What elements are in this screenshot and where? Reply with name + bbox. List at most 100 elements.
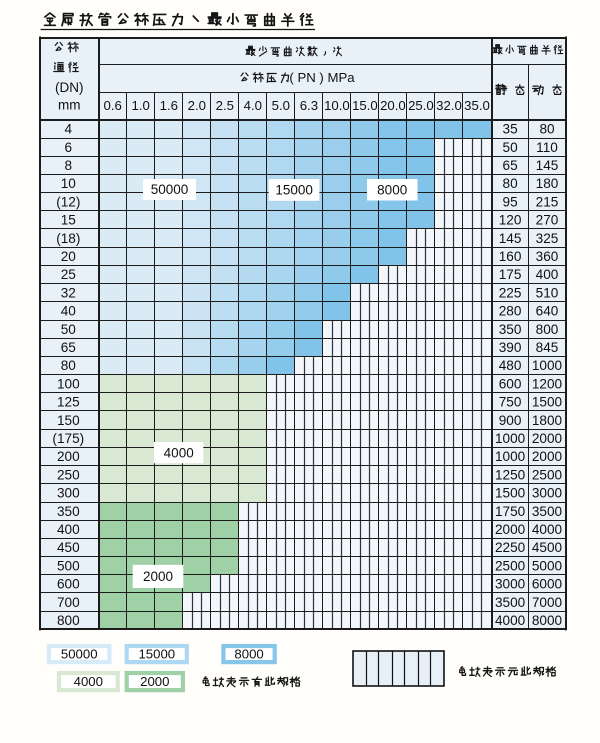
svg-text:4500: 4500 [532,540,563,555]
svg-text:640: 640 [536,304,559,319]
svg-text:65: 65 [503,158,518,173]
svg-text:900: 900 [499,413,522,428]
svg-text:20.0: 20.0 [380,98,406,113]
svg-text:25: 25 [61,267,76,282]
svg-text:350: 350 [499,322,522,337]
svg-text:95: 95 [503,194,518,209]
svg-text:1000: 1000 [495,431,526,446]
svg-text:(18): (18) [56,231,80,246]
svg-text:350: 350 [57,504,80,519]
svg-text:4.0: 4.0 [244,98,262,113]
svg-text:25.0: 25.0 [408,98,434,113]
svg-text:180: 180 [536,176,559,191]
svg-text:390: 390 [499,340,522,355]
svg-text:(12): (12) [56,194,80,209]
svg-text:400: 400 [57,522,80,537]
svg-text:800: 800 [57,613,80,628]
svg-text:800: 800 [536,322,559,337]
svg-text:600: 600 [57,577,80,592]
svg-text:6000: 6000 [532,577,563,592]
svg-text:50000: 50000 [151,182,189,197]
svg-text:250: 250 [57,467,80,482]
svg-text:10.0: 10.0 [324,98,350,113]
svg-text:3500: 3500 [495,595,526,610]
svg-text:1800: 1800 [532,413,563,428]
svg-text:600: 600 [499,376,522,391]
svg-text:215: 215 [536,194,559,209]
svg-text:360: 360 [536,249,559,264]
svg-text:6.3: 6.3 [300,98,318,113]
svg-text:2.0: 2.0 [188,98,206,113]
svg-text:65: 65 [61,340,76,355]
svg-text:225: 225 [499,285,522,300]
svg-text:4000: 4000 [164,445,194,460]
svg-text:15: 15 [61,213,76,228]
svg-text:40: 40 [61,304,77,319]
svg-text:2000: 2000 [140,674,169,689]
svg-text:80: 80 [61,358,77,373]
svg-text:4000: 4000 [495,613,526,628]
svg-text:3000: 3000 [532,486,563,501]
svg-text:32: 32 [61,285,76,300]
svg-text:2.5: 2.5 [216,98,234,113]
svg-text:2500: 2500 [495,558,526,573]
svg-text:145: 145 [499,231,522,246]
svg-text:2000: 2000 [143,569,173,584]
svg-text:0.6: 0.6 [104,98,122,113]
svg-text:160: 160 [499,249,522,264]
svg-text:1.6: 1.6 [160,98,178,113]
svg-text:2000: 2000 [532,431,563,446]
svg-text:8000: 8000 [532,613,563,628]
svg-text:10: 10 [61,176,77,191]
svg-text:150: 150 [57,413,80,428]
svg-text:2000: 2000 [532,449,563,464]
svg-text:300: 300 [57,486,80,501]
svg-text:35: 35 [503,122,518,137]
svg-text:80: 80 [539,122,555,137]
svg-text:1250: 1250 [495,467,526,482]
svg-text:20: 20 [61,249,77,264]
svg-text:6: 6 [65,140,73,155]
svg-text:1.0: 1.0 [132,98,150,113]
svg-text:4: 4 [65,122,73,137]
svg-text:4000: 4000 [532,522,563,537]
svg-text:200: 200 [57,449,80,464]
svg-text:3500: 3500 [532,504,563,519]
svg-text:700: 700 [57,595,80,610]
svg-text:8000: 8000 [377,182,407,197]
svg-text:100: 100 [57,376,80,391]
svg-text:32.0: 32.0 [436,98,462,113]
svg-text:270: 270 [536,213,559,228]
svg-text:5000: 5000 [532,558,563,573]
svg-text:325: 325 [536,231,559,246]
svg-text:7000: 7000 [532,595,563,610]
svg-text:( PN ) MPa: ( PN ) MPa [289,70,355,85]
svg-text:50: 50 [61,322,77,337]
svg-text:mm: mm [58,98,81,113]
svg-text:400: 400 [536,267,559,282]
svg-text:80: 80 [503,176,519,191]
svg-text:15.0: 15.0 [352,98,378,113]
svg-text:15000: 15000 [138,647,175,662]
svg-text:8: 8 [65,158,73,173]
svg-text:15000: 15000 [275,183,313,198]
svg-text:145: 145 [536,158,559,173]
svg-text:480: 480 [499,358,522,373]
svg-text:1000: 1000 [532,358,563,373]
svg-text:2500: 2500 [532,467,563,482]
svg-text:(DN): (DN) [55,80,84,95]
svg-text:175: 175 [499,267,522,282]
svg-text:280: 280 [499,304,522,319]
svg-text:35.0: 35.0 [464,98,490,113]
svg-text:1750: 1750 [495,504,526,519]
svg-text:4000: 4000 [74,674,103,689]
svg-text:50: 50 [503,140,519,155]
svg-text:1500: 1500 [495,486,526,501]
svg-text:110: 110 [536,140,558,155]
svg-text:845: 845 [536,340,559,355]
svg-text:125: 125 [57,395,80,410]
svg-text:8000: 8000 [234,647,263,662]
svg-text:510: 510 [536,285,559,300]
svg-text:1500: 1500 [532,395,563,410]
svg-text:450: 450 [57,540,80,555]
